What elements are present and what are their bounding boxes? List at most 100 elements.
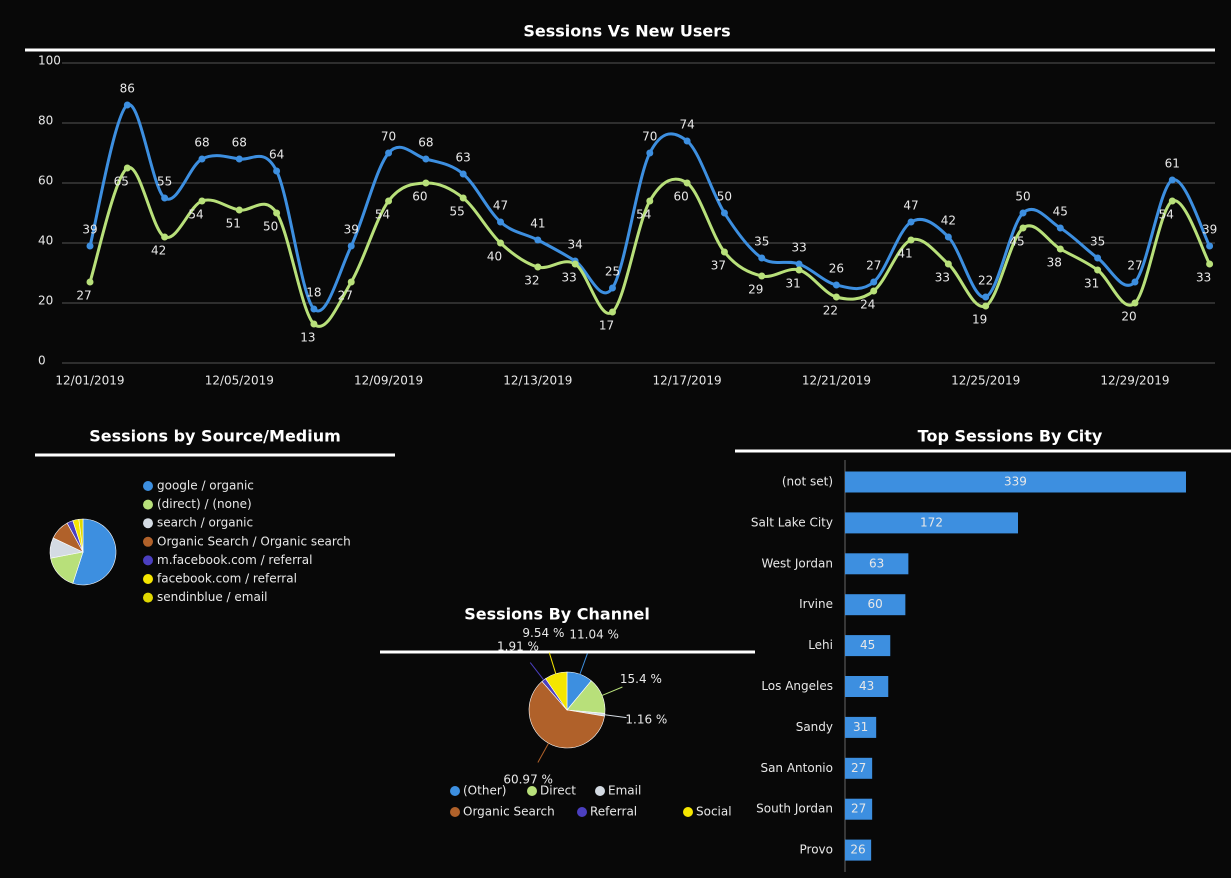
data-point [684,180,691,187]
data-label: 47 [493,199,508,213]
leader-line [605,715,627,718]
y-tick-label: 40 [38,234,53,248]
y-tick-label: West Jordan [762,556,834,570]
x-tick-label: 12/09/2019 [354,374,423,388]
x-tick-label: 12/05/2019 [205,374,274,388]
data-point [460,195,467,202]
data-label: 19 [972,313,987,327]
data-label: 42 [941,214,956,228]
data-label: 68 [194,136,209,150]
data-point [273,168,280,175]
data-label: 70 [381,130,396,144]
data-point [684,138,691,145]
data-label: 55 [450,205,465,219]
data-label: 33 [1196,271,1211,285]
data-label: 45 [1053,205,1068,219]
data-label: 1.91 % [497,639,539,653]
data-point [1206,243,1213,250]
legend-swatch [143,537,153,547]
data-point [870,288,877,295]
dashboard: Sessions Vs New Users02040608010012/01/2… [0,0,1231,878]
chart-title: Sessions by Source/Medium [89,427,341,446]
legend-swatch [527,786,537,796]
chart-title: Sessions Vs New Users [523,22,730,41]
data-label: 31 [1084,277,1099,291]
data-point [310,306,317,313]
data-label: 39 [1202,223,1217,237]
data-label: 68 [232,136,247,150]
legend-swatch [143,518,153,528]
data-point [198,156,205,163]
data-label: 61 [1165,157,1180,171]
data-point [1131,279,1138,286]
data-point [982,294,989,301]
y-tick-label: Salt Lake City [751,515,833,529]
y-tick-label: Provo [800,843,833,857]
x-tick-label: 12/13/2019 [503,374,572,388]
data-point [945,234,952,241]
y-tick-label: Lehi [808,638,833,652]
legend-swatch [577,807,587,817]
data-point [497,219,504,226]
y-tick-label: 60 [38,174,53,188]
data-point [348,243,355,250]
data-label: 27 [338,289,353,303]
data-label: 9.54 % [522,626,564,640]
data-label: 172 [920,515,943,529]
data-point [460,171,467,178]
data-label: 41 [897,247,912,261]
data-label: 11.04 % [569,627,619,641]
legend-label: google / organic [157,479,254,493]
data-point [348,279,355,286]
data-label: 54 [636,208,651,222]
data-label: 70 [642,130,657,144]
x-tick-label: 12/01/2019 [55,374,124,388]
data-point [1020,225,1027,232]
data-point [534,264,541,271]
data-point [198,198,205,205]
data-label: 33 [791,241,806,255]
data-point [161,195,168,202]
data-point [1169,177,1176,184]
data-point [982,303,989,310]
y-tick-label: Los Angeles [761,679,833,693]
y-tick-label: 20 [38,294,53,308]
data-label: 60 [412,190,427,204]
data-label: 27 [76,289,91,303]
data-label: 39 [82,223,97,237]
data-label: 33 [562,271,577,285]
data-label: 50 [1015,190,1030,204]
data-label: 24 [860,298,875,312]
data-point [572,261,579,268]
data-label: 15.4 % [620,672,662,686]
data-label: 37 [711,259,726,273]
data-point [87,279,94,286]
data-label: 38 [1047,256,1062,270]
data-point [758,273,765,280]
data-point [870,279,877,286]
data-point [310,321,317,328]
data-point [1020,210,1027,217]
data-point [1057,246,1064,253]
data-point [908,219,915,226]
x-tick-label: 12/21/2019 [802,374,871,388]
legend-label: sendinblue / email [157,590,268,604]
data-label: 42 [151,244,166,258]
data-label: 39 [344,223,359,237]
data-point [1131,300,1138,307]
leader-line [530,663,543,680]
legend-label: (direct) / (none) [157,497,252,511]
legend-label: (Other) [463,784,506,798]
data-point [646,150,653,157]
data-label: 29 [748,283,763,297]
data-label: 22 [823,304,838,318]
data-point [609,285,616,292]
data-label: 35 [754,235,769,249]
legend-swatch [595,786,605,796]
leader-line [538,743,549,762]
chart-title: Sessions By Channel [464,605,650,624]
x-tick-label: 12/17/2019 [653,374,722,388]
data-point [161,234,168,241]
legend-swatch [683,807,693,817]
data-label: 27 [851,761,866,775]
